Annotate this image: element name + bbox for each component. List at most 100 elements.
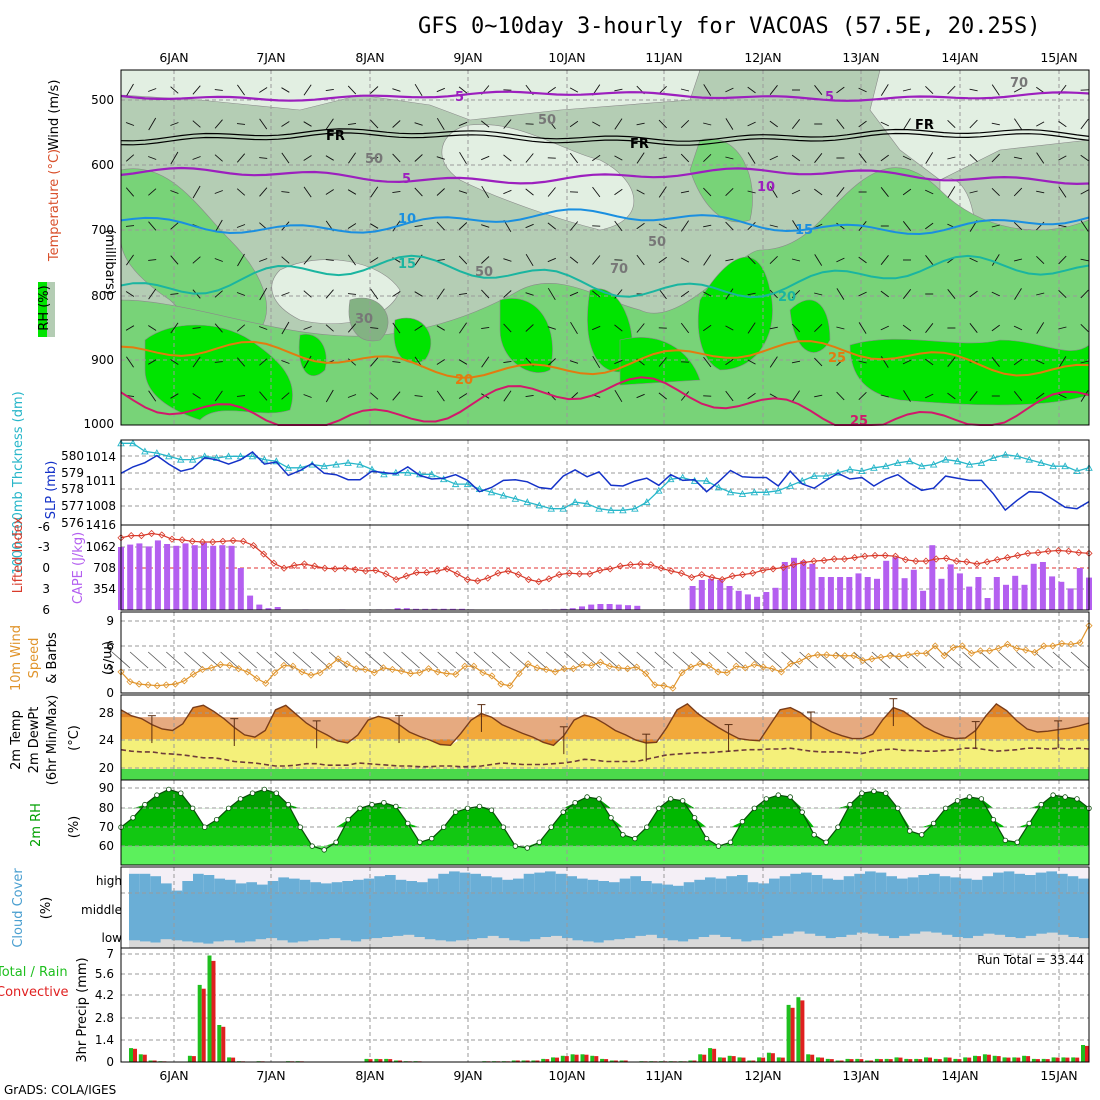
- wind-speed-point: [786, 660, 795, 668]
- wind-barb: [903, 390, 911, 402]
- rh-point: [500, 824, 507, 830]
- wind-barb: [658, 223, 667, 229]
- thickness-point: [559, 504, 567, 512]
- wind-barb: [1016, 651, 1035, 669]
- wind-barb: [814, 153, 823, 163]
- wind-barb: [781, 651, 800, 669]
- rh-point: [393, 803, 399, 810]
- rh-point: [154, 792, 160, 798]
- cloud-high-bar: [534, 872, 546, 893]
- rh-point: [1074, 796, 1080, 802]
- wind-barb: [125, 225, 135, 227]
- cloud-low-bar: [318, 939, 330, 948]
- cape-bar: [1003, 584, 1009, 610]
- wind-barb: [725, 221, 734, 231]
- wind-barb: [281, 87, 290, 93]
- rh-point: [1050, 792, 1056, 798]
- wind-barb: [281, 292, 290, 296]
- wind-barb: [1014, 288, 1022, 300]
- wind-barb: [791, 154, 801, 162]
- precip-tick: 5.6: [95, 967, 114, 981]
- wind-barb: [703, 291, 712, 297]
- wind-barb: [458, 222, 468, 230]
- wind-barb: [256, 651, 275, 669]
- lifted-index-point: [688, 573, 696, 581]
- thickness-point: [786, 481, 794, 489]
- wind-barb: [925, 222, 934, 230]
- wind-barb: [902, 324, 912, 332]
- cloud-high-bg: [246, 868, 258, 892]
- wind-barb: [491, 651, 511, 669]
- rh-point: [130, 815, 136, 821]
- temp-tick: 24: [99, 733, 114, 747]
- precip-convective-bar: [545, 1059, 550, 1062]
- cloud-low-bar: [519, 941, 531, 948]
- cape-bar: [929, 545, 936, 610]
- contour-label: 5: [825, 90, 834, 105]
- wind-barb: [281, 392, 290, 400]
- cloud-low-bar: [223, 940, 235, 948]
- thickness-point: [523, 498, 532, 506]
- cloud-high-bar: [257, 884, 269, 893]
- rh-area-upper: [121, 789, 1089, 828]
- wind-barb: [582, 651, 601, 669]
- precip-tick: 7: [106, 947, 114, 961]
- wind-barb: [769, 255, 778, 265]
- contour-label: FR: [630, 137, 649, 152]
- cloud-high-bar: [907, 877, 919, 893]
- wind-barb: [836, 288, 845, 300]
- precip-rain-bar: [619, 1060, 624, 1062]
- wind-barb: [658, 119, 667, 129]
- thickness-point: [451, 480, 460, 488]
- cloud-high-bg: [683, 868, 695, 892]
- wind-barb: [414, 122, 423, 126]
- wind-speed-point: [280, 661, 288, 669]
- thickness-point: [655, 486, 663, 494]
- cloud-low-bar: [139, 941, 151, 948]
- cape-bar: [735, 590, 742, 610]
- thickness-point: [953, 457, 962, 465]
- rh-point: [787, 794, 793, 800]
- lifted-index-point: [596, 566, 604, 574]
- precip-convective-bar: [751, 1060, 756, 1062]
- cloud-high-bar: [843, 876, 855, 893]
- cloud-low-bar: [129, 940, 140, 948]
- thickness-side-labels: 1000-500mb Thckness (dm) SLP (mb): [11, 391, 59, 574]
- wind-barb: [814, 394, 823, 398]
- bottom-date-labels: 6JAN 7JAN 8JAN 9JAN 10JAN 11JAN 12JAN 13JAN 14JA…: [159, 1068, 1077, 1083]
- lifted-index-point: [779, 563, 787, 572]
- thickness-point: [260, 455, 269, 463]
- wind-barb: [370, 288, 379, 300]
- lifted-index-point: [300, 560, 308, 568]
- wind-barb: [214, 119, 223, 129]
- wind-barb: [636, 651, 655, 669]
- wind-barb: [725, 118, 734, 130]
- wind-barb: [725, 187, 734, 197]
- slp-tick: 1008: [85, 499, 116, 513]
- cloud-high-bg: [267, 868, 279, 892]
- precip-convective-bar: [712, 1048, 717, 1062]
- thickness-point: [607, 506, 615, 514]
- panel-frame: [120, 611, 1090, 694]
- wind-barb: [259, 258, 268, 262]
- wind-barb: [303, 326, 312, 330]
- thickness-point: [141, 447, 149, 455]
- freezing-level-a: [120, 128, 1090, 142]
- cloud-high-bar: [513, 878, 525, 893]
- wind-barb: [148, 156, 157, 160]
- rh-shading-region: [348, 297, 389, 342]
- wind-barb: [473, 651, 493, 669]
- rh2m-side-labels: 2m RH (%): [29, 803, 82, 847]
- precip-convective-bar: [800, 1000, 805, 1062]
- cloud-low-bar: [234, 942, 246, 948]
- label-precip: 3hr Precip (mm): [75, 957, 90, 1062]
- rh-tick: 60: [99, 839, 114, 853]
- lifted-index-point: [575, 570, 584, 578]
- wind-speed-point: [370, 669, 378, 677]
- rh-point: [691, 815, 698, 821]
- wind-speed-point: [1067, 640, 1075, 648]
- label-wind-unit: (m/s): [100, 641, 115, 675]
- wind-barb: [148, 259, 157, 261]
- wind-barb: [858, 391, 867, 401]
- wind-barb: [370, 357, 379, 367]
